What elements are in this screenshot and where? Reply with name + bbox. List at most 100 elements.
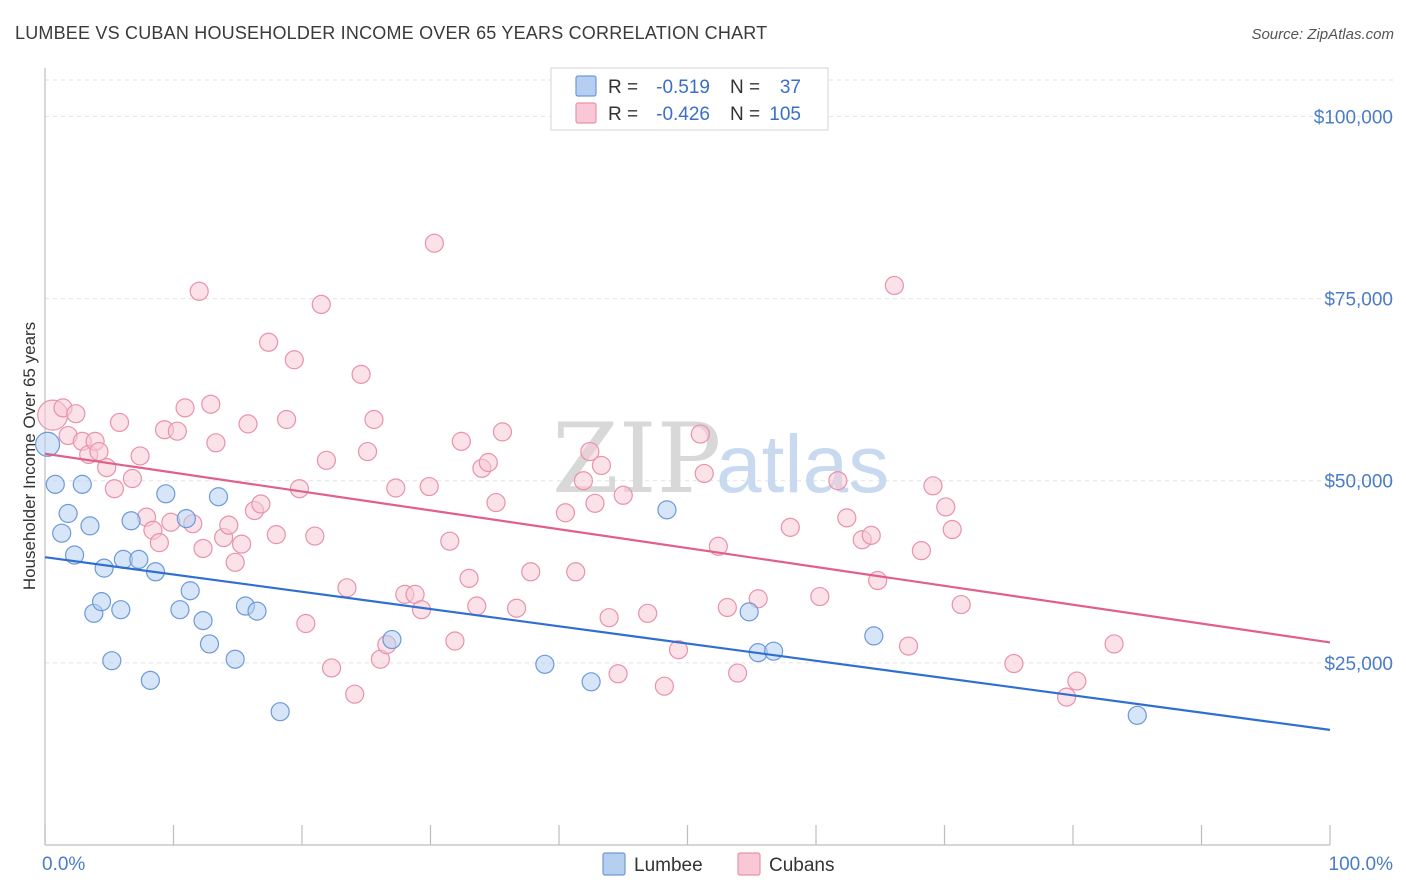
cubans-point-7 — [89, 441, 109, 462]
cubans-point-57 — [451, 431, 471, 451]
lumbee-point-24 — [225, 649, 245, 669]
lumbee-point-2 — [52, 523, 72, 543]
legend-swatch-lumbee — [575, 75, 597, 97]
lumbee-trend-line — [44, 556, 1331, 731]
cubans-point-101 — [1104, 634, 1124, 654]
cubans-point-11 — [122, 468, 142, 489]
legend-swatch-cubans — [575, 102, 597, 124]
cubans-point-86 — [828, 471, 848, 491]
legend-r-value-cubans: -0.426 — [656, 104, 710, 125]
cubans-point-42 — [337, 578, 357, 598]
cubans-point-29 — [238, 414, 258, 434]
cubans-point-67 — [566, 562, 586, 582]
cubans-point-73 — [608, 664, 628, 684]
cubans-point-24 — [206, 433, 226, 453]
cubans-point-77 — [668, 640, 689, 660]
series-cubans — [37, 233, 1124, 707]
cubans-point-70 — [585, 493, 605, 513]
lumbee-point-19 — [176, 508, 196, 529]
lumbee-point-5 — [72, 474, 92, 494]
cubans-point-72 — [599, 608, 619, 628]
x-tick-label-0: 0.0% — [42, 854, 85, 875]
lumbee-point-9 — [94, 558, 114, 578]
chart-source: Source: ZipAtlas.com — [1251, 26, 1394, 43]
cubans-point-36 — [289, 479, 310, 499]
legend-r-value-lumbee: -0.519 — [656, 77, 710, 98]
cubans-point-95 — [936, 497, 956, 517]
cubans-point-22 — [193, 538, 213, 559]
cubans-point-59 — [467, 596, 487, 616]
cubans-point-37 — [296, 613, 316, 634]
cubans-point-34 — [276, 409, 297, 430]
lumbee-point-8 — [91, 592, 112, 612]
cubans-point-19 — [175, 398, 195, 418]
lumbee-point-18 — [170, 600, 190, 620]
bottom-legend-swatch-lumbee — [602, 852, 626, 876]
cubans-point-15 — [149, 533, 169, 553]
cubans-point-74 — [613, 485, 633, 505]
cubans-point-98 — [1004, 653, 1024, 674]
y-tick-label-1: $50,000 — [1324, 472, 1393, 493]
cubans-point-82 — [728, 663, 748, 683]
cubans-point-12 — [130, 446, 150, 466]
cubans-point-61 — [478, 452, 498, 473]
cubans-point-46 — [364, 409, 384, 430]
cubans-point-33 — [266, 525, 286, 545]
lumbee-point-14 — [129, 549, 149, 570]
lumbee-point-32 — [739, 602, 759, 622]
lumbee-point-27 — [270, 702, 290, 722]
lumbee-point-3 — [58, 503, 78, 524]
cubans-point-10 — [109, 412, 130, 433]
legend-box — [550, 67, 829, 131]
bottom-legend-label-cubans: Cubans — [769, 855, 835, 876]
cubans-point-58 — [459, 568, 479, 588]
cubans-point-81 — [717, 597, 737, 618]
cubans-point-97 — [951, 594, 971, 615]
legend-n-label-lumbee: N = — [730, 77, 760, 98]
cubans-point-99 — [1056, 687, 1077, 707]
lumbee-point-17 — [156, 484, 176, 504]
lumbee-point-29 — [535, 654, 555, 674]
cubans-point-64 — [506, 598, 527, 618]
cubans-point-26 — [219, 515, 239, 535]
bottom-legend: Lumbee Cubans — [602, 852, 835, 876]
legend-n-label-cubans: N = — [730, 104, 760, 125]
lumbee-point-30 — [581, 672, 601, 692]
cubans-point-94 — [923, 476, 943, 496]
cubans-point-63 — [492, 422, 513, 442]
lumbee-point-22 — [199, 634, 220, 654]
cubans-point-84 — [780, 517, 800, 537]
cubans-point-89 — [861, 525, 881, 545]
cubans-point-3 — [66, 404, 86, 424]
cubans-point-28 — [232, 534, 252, 554]
watermark-atlas: atlas — [716, 419, 889, 510]
cubans-point-68 — [573, 471, 594, 491]
cubans-point-71 — [591, 455, 612, 476]
x-tick-label-1: 100.0% — [1329, 854, 1394, 875]
legend-r-label-cubans: R = — [608, 104, 638, 125]
cubans-point-21 — [189, 281, 209, 301]
cubans-point-56 — [445, 631, 465, 651]
cubans-point-75 — [638, 603, 658, 623]
legend: R = -0.519 N = 37 R = -0.426 N = 105 — [550, 67, 829, 131]
lumbee-point-0 — [34, 431, 61, 457]
y-tick-labels: $25,000 $50,000 $75,000 $100,000 — [1314, 107, 1393, 674]
cubans-point-44 — [351, 364, 371, 384]
watermark: ZIP atlas — [552, 403, 889, 515]
cubans-point-18 — [167, 421, 187, 441]
y-axis-label: Householder Income Over 65 years — [20, 322, 39, 590]
cubans-point-49 — [386, 478, 406, 498]
cubans-point-85 — [810, 586, 830, 607]
cubans-point-55 — [440, 531, 460, 551]
grid-lines — [45, 79, 1395, 664]
cubans-point-66 — [555, 503, 576, 523]
lumbee-point-13 — [121, 511, 141, 531]
cubans-point-54 — [424, 233, 444, 253]
cubans-point-79 — [694, 463, 714, 484]
bottom-legend-swatch-cubans — [737, 852, 761, 876]
cubans-point-9 — [104, 479, 124, 499]
cubans-point-39 — [311, 294, 331, 314]
lumbee-point-26 — [247, 601, 267, 621]
bottom-legend-label-lumbee: Lumbee — [634, 855, 703, 876]
